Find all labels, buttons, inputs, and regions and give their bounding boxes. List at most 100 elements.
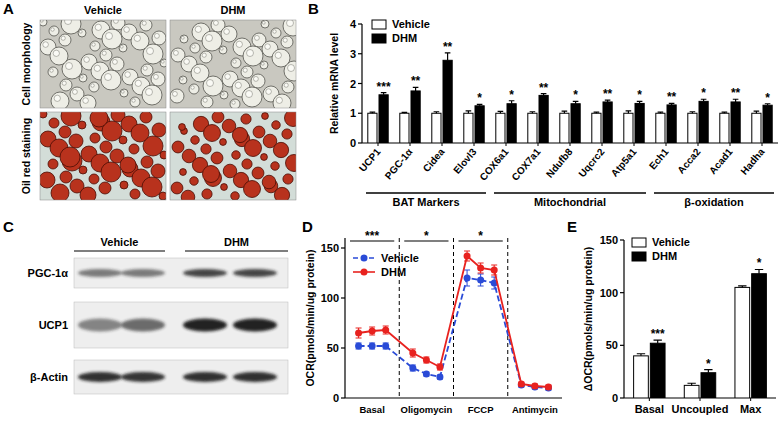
droplet: [62, 81, 66, 85]
stained-cell: [142, 177, 162, 197]
droplet: [66, 63, 73, 70]
error-bar: [562, 111, 568, 113]
droplet: [50, 69, 54, 73]
cell: [282, 81, 294, 93]
droplet: [266, 89, 272, 95]
cell: [60, 79, 72, 91]
stained-cell: [232, 127, 247, 142]
droplet: [124, 27, 130, 33]
y-tick-label: 150: [600, 234, 618, 246]
droplet: [40, 20, 43, 22]
blot-band: [78, 319, 122, 332]
stained-cell: [140, 112, 152, 123]
marker: [436, 374, 443, 381]
y-tick-label: 50: [327, 342, 339, 354]
x-tick: [730, 143, 731, 146]
cell: [152, 31, 166, 45]
significance: *: [573, 88, 578, 102]
droplet: [154, 33, 159, 38]
blot-band: [183, 319, 227, 332]
droplet: [276, 97, 282, 103]
droplet: [153, 74, 158, 79]
bar: [592, 113, 601, 143]
y-axis: [623, 240, 624, 398]
significance: **: [731, 86, 741, 100]
droplet: [246, 91, 253, 98]
droplet: [283, 38, 287, 42]
stained-cell: [252, 167, 264, 179]
bar: [571, 104, 580, 143]
legend-label: DHM: [652, 250, 677, 262]
y-tick-label: 0: [350, 137, 356, 149]
cell: [51, 92, 69, 108]
significance: *: [478, 229, 483, 243]
droplet: [95, 24, 101, 30]
bar: [650, 343, 665, 398]
droplet: [84, 57, 90, 63]
y-tick: [358, 53, 362, 54]
droplet: [161, 60, 164, 63]
band-label: UCP1: [39, 319, 68, 331]
x-tick-label: Uqcrc2: [576, 146, 607, 179]
droplet: [142, 21, 146, 25]
droplet: [80, 75, 83, 78]
stained-cell: [261, 154, 268, 161]
cell: [101, 70, 121, 90]
group-line: [494, 192, 646, 193]
x-tick-label: Basal: [635, 403, 664, 415]
bar: [735, 287, 750, 398]
droplet: [284, 83, 288, 87]
stained-cell: [242, 159, 252, 169]
blot-band: [121, 269, 165, 277]
x-tick: [602, 143, 603, 146]
droplet: [184, 59, 190, 65]
legend-swatch: [372, 20, 386, 29]
error-bar: [478, 274, 484, 286]
marker: [477, 277, 484, 284]
significance: *: [701, 86, 706, 100]
droplet: [173, 50, 178, 55]
legend-swatch: [632, 238, 646, 247]
droplet: [202, 53, 206, 57]
x-tick-label: Ech1: [647, 146, 671, 172]
cell: [202, 31, 222, 51]
droplet: [113, 20, 118, 23]
stained-cell: [285, 112, 297, 127]
error-bar: [445, 53, 451, 60]
error-bar: [491, 265, 497, 275]
stained-cell: [119, 136, 127, 144]
y-tick: [341, 297, 345, 298]
x-tick-label: Elovl3: [451, 146, 479, 176]
droplet: [180, 77, 183, 80]
bar: [379, 95, 388, 143]
stained-cell: [283, 174, 293, 184]
image-frame: [170, 112, 296, 200]
droplet: [207, 80, 214, 87]
significance: **: [443, 40, 453, 54]
y-tick-label: 50: [606, 339, 618, 351]
cell: [119, 44, 127, 52]
x-tick: [700, 398, 701, 401]
error-bar: [637, 354, 645, 356]
significance: **: [411, 74, 421, 88]
phase-label: Basal: [359, 404, 384, 415]
significance: *: [706, 357, 711, 371]
droplet: [53, 50, 59, 56]
y-tick-label: 0: [612, 392, 618, 404]
x-tick: [666, 143, 667, 146]
significance: **: [667, 90, 677, 104]
error-bar: [464, 270, 470, 286]
stained-cell: [212, 112, 224, 123]
marker: [369, 343, 376, 350]
cell: [49, 26, 59, 36]
stained-cell: [48, 159, 58, 169]
cell: [120, 89, 128, 97]
droplet: [220, 47, 223, 50]
blot-band: [78, 269, 122, 277]
droplet: [181, 36, 184, 39]
y-tick-label: 150: [321, 242, 339, 254]
y-tick: [358, 83, 362, 84]
blot-band: [233, 269, 277, 277]
cell: [151, 72, 165, 86]
cell: [89, 82, 99, 92]
